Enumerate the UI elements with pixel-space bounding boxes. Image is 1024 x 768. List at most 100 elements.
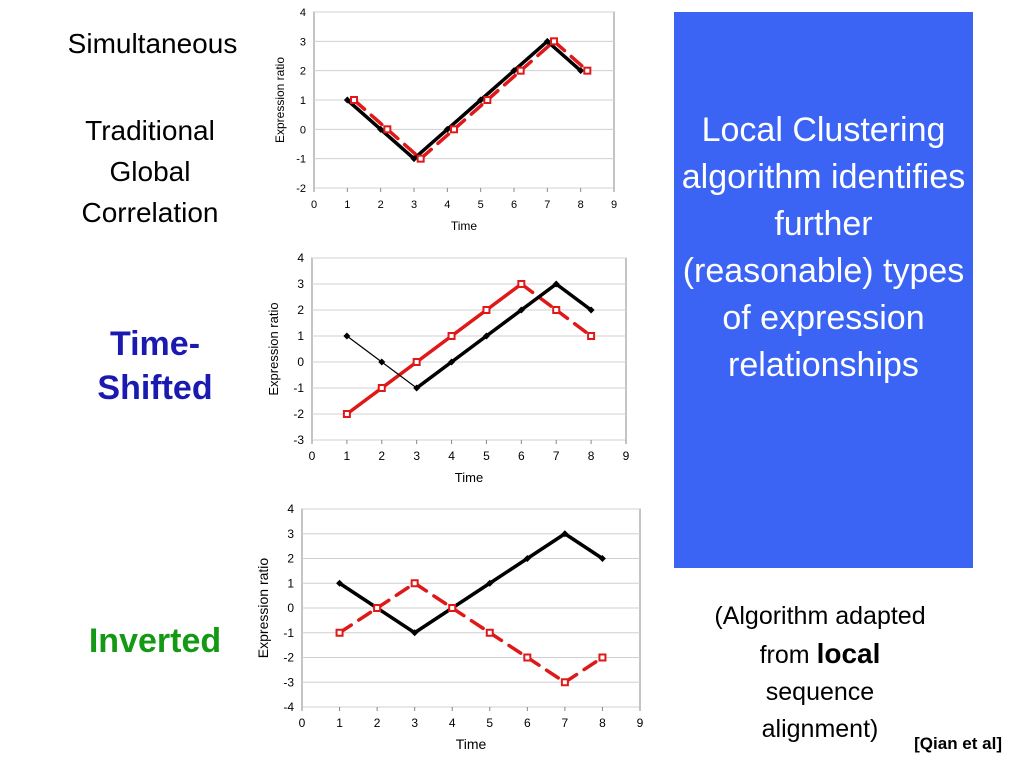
note-line: sequence — [765, 678, 875, 706]
series-line-segment — [484, 308, 524, 338]
algorithm-note: (Algorithm adapted from local sequence a… — [685, 598, 955, 748]
series-line-segment — [378, 127, 416, 161]
x-tick-label: 2 — [374, 716, 381, 730]
series-line-segment — [563, 655, 605, 684]
series-line-segment — [337, 606, 379, 635]
data-point — [377, 384, 386, 392]
y-tick-label: 3 — [300, 36, 306, 48]
data-point — [598, 653, 607, 662]
callout-box: Local Clustering algorithm identifies fu… — [674, 12, 973, 568]
data-point — [412, 358, 421, 366]
y-tick-label: -1 — [293, 381, 304, 395]
y-tick-label: 4 — [297, 251, 304, 265]
y-tick-label: 2 — [287, 552, 294, 566]
y-tick-label: 0 — [287, 601, 294, 615]
label-line: Shifted — [97, 369, 213, 407]
series-line-segment — [345, 98, 383, 132]
y-tick-label: 3 — [297, 277, 304, 291]
y-tick-label: 4 — [287, 502, 294, 516]
data-point — [411, 629, 419, 637]
y-tick-label: 1 — [297, 329, 304, 343]
y-tick-label: -3 — [283, 675, 294, 689]
data-point — [343, 332, 351, 340]
x-tick-label: 4 — [444, 199, 450, 211]
data-point — [560, 678, 569, 687]
x-tick-label: 9 — [637, 716, 644, 730]
y-axis-label: Expression ratio — [273, 57, 287, 143]
callout-text: Local Clustering algorithm identifies fu… — [681, 111, 966, 384]
series-line-segment — [485, 68, 523, 102]
x-tick-label: 5 — [486, 716, 493, 730]
data-point — [482, 332, 490, 340]
series-line-segment — [484, 282, 524, 312]
series-line-segment — [519, 282, 558, 312]
data-point — [477, 96, 485, 104]
data-point — [552, 306, 561, 314]
x-tick-label: 7 — [562, 716, 569, 730]
x-tick-label: 6 — [524, 716, 531, 730]
note-line: (Algorithm adapted — [714, 602, 926, 630]
x-tick-label: 0 — [299, 716, 306, 730]
note-line: from local — [685, 635, 955, 674]
series-line-segment — [375, 606, 417, 635]
y-tick-label: -2 — [296, 183, 306, 195]
series-line-segment — [345, 386, 384, 416]
label-line: Correlation — [81, 197, 219, 228]
x-tick-label: 2 — [378, 199, 384, 211]
x-tick-label: 0 — [309, 449, 316, 463]
data-point — [587, 332, 596, 340]
series-line-segment — [381, 361, 418, 389]
data-point — [510, 67, 518, 75]
y-tick-label: 3 — [287, 527, 294, 541]
y-axis-label: Expression ratio — [266, 302, 281, 395]
x-tick-label: 9 — [623, 449, 630, 463]
note-line: alignment) — [761, 715, 879, 743]
data-point — [443, 125, 451, 133]
data-point — [448, 604, 457, 612]
label-line: Global — [109, 156, 191, 187]
series-line-segment — [450, 606, 492, 635]
label-line: Traditional — [85, 115, 215, 146]
data-point — [416, 154, 425, 163]
series-line-segment — [488, 556, 530, 585]
x-tick-label: 6 — [518, 449, 525, 463]
x-tick-label: 3 — [411, 716, 418, 730]
data-point — [377, 125, 385, 133]
x-tick-label: 2 — [378, 449, 385, 463]
y-tick-label: 2 — [297, 303, 304, 317]
x-tick-label: 8 — [599, 716, 606, 730]
series-line-segment — [418, 127, 456, 161]
data-point — [350, 96, 358, 104]
label-time-shifted: Time- Shifted — [60, 322, 250, 410]
series-line-segment — [450, 581, 492, 610]
data-point — [447, 332, 456, 340]
y-tick-label: 0 — [297, 355, 304, 369]
series-line-segment — [554, 282, 593, 312]
series-line-segment — [525, 655, 567, 684]
x-tick-label: 4 — [448, 449, 455, 463]
data-point — [516, 66, 525, 75]
data-point — [483, 96, 492, 104]
data-point — [342, 410, 351, 418]
y-tick-label: -2 — [283, 651, 294, 665]
note-bold-word: local — [816, 638, 881, 669]
y-axis-label: Expression ratio — [255, 558, 271, 659]
series-line-segment — [445, 98, 483, 132]
series-line-segment — [414, 334, 454, 364]
series-line-segment — [452, 98, 490, 132]
y-tick-label: 0 — [300, 124, 306, 136]
data-point — [486, 579, 494, 587]
citation: [Qian et al] — [914, 734, 1002, 753]
y-tick-label: -1 — [283, 626, 294, 640]
series-line-segment — [385, 127, 423, 161]
x-axis-label: Time — [451, 219, 478, 233]
data-point — [410, 155, 418, 163]
series-line-segment — [545, 39, 583, 73]
series-line-segment — [414, 360, 454, 390]
series-line-segment — [449, 308, 489, 338]
series-line-segment — [337, 581, 379, 610]
y-tick-label: -2 — [293, 407, 304, 421]
data-point — [517, 306, 525, 314]
note-prefix: from — [759, 641, 817, 669]
data-point — [543, 37, 551, 45]
